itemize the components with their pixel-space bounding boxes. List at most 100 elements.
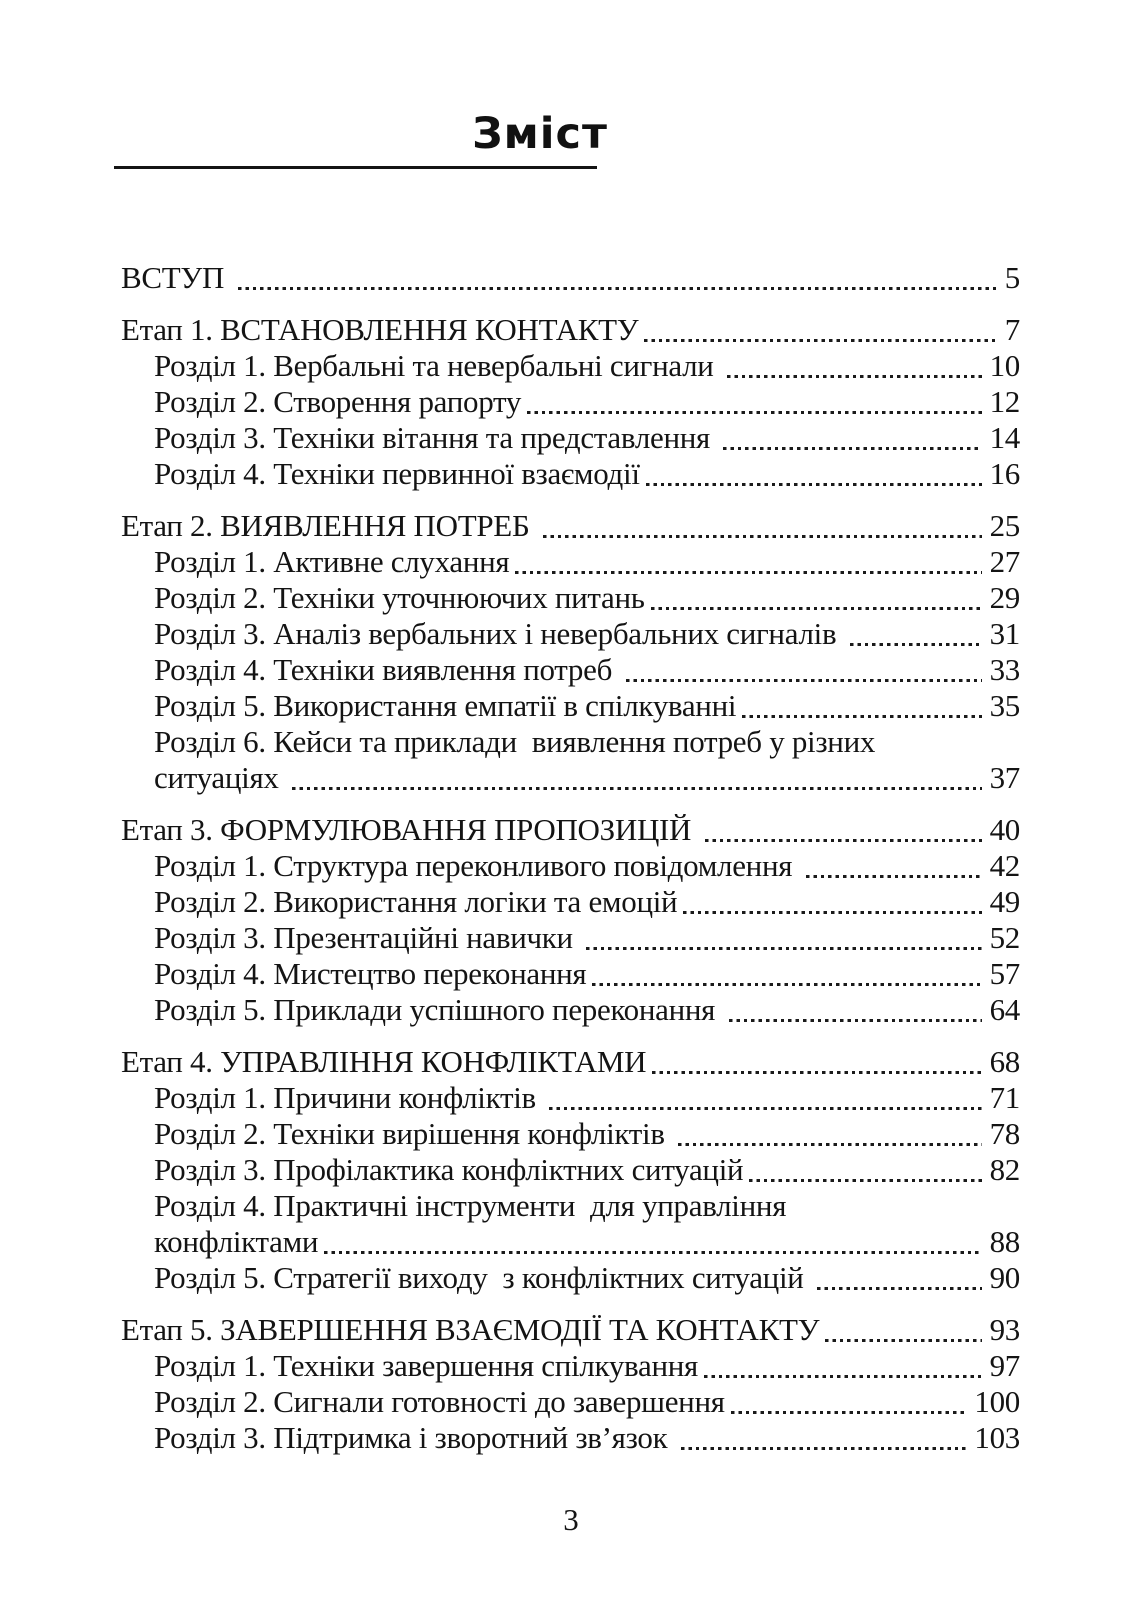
toc-entry-page: 57 [989,956,1021,991]
toc-entry-label: Етап 5. ЗАВЕРШЕННЯ ВЗАЄМОДІЇ ТА КОНТАКТУ [121,1312,820,1347]
dot-leader [825,1338,982,1342]
toc-entry-label: Розділ 6. Кейси та приклади виявлення по… [154,724,876,759]
dot-leader [742,714,982,718]
dot-leader [817,1286,982,1290]
toc-entry-page: 64 [989,992,1021,1027]
dot-leader [805,874,982,878]
dot-leader [645,482,982,486]
dot-leader [650,606,982,610]
toc-entry-label: Розділ 3. Підтримка і зворотний зв’язок [154,1420,675,1455]
toc-entry: Розділ 3. Профілактика конфліктних ситуа… [121,1152,1020,1188]
toc-entry-page: 10 [989,348,1021,383]
toc-entry: Розділ 3. Підтримка і зворотний зв’язок … [121,1420,1020,1456]
toc-entry: Розділ 4. Практичні інструменти для упра… [121,1188,1020,1224]
toc-entry: конфліктами 88 [121,1224,1020,1260]
toc-entry-label: Етап 2. ВИЯВЛЕННЯ ПОТРЕБ [121,508,537,543]
toc-entry-page: 78 [989,1116,1021,1151]
toc-entry-page: 71 [989,1080,1021,1115]
toc-entry: Розділ 3. Презентаційні навички 52 [121,920,1020,956]
dot-leader [592,982,982,986]
toc-entry-page: 16 [989,456,1021,491]
dot-leader [727,374,982,378]
toc-entry-page: 88 [989,1224,1021,1259]
toc-entry: Розділ 2. Використання логіки та емоцій … [121,884,1020,920]
toc-entry: Розділ 1. Причини конфліктів 71 [121,1080,1020,1116]
toc-entry-label: Розділ 4. Мистецтво переконання [154,956,587,991]
toc-entry: Розділ 6. Кейси та приклади виявлення по… [121,724,1020,760]
toc-entry: ситуаціях 37 [121,760,1020,796]
toc-entry-page: 27 [989,544,1021,579]
toc-entry-page: 42 [989,848,1021,883]
toc-entry-label: Етап 1. ВСТАНОВЛЕННЯ КОНТАКТУ [121,312,639,347]
toc-entry-page: 31 [989,616,1021,651]
toc-entry-label: Етап 4. УПРАВЛІННЯ КОНФЛІКТАМИ [121,1044,647,1079]
title-underline-rule [114,166,597,169]
toc-entry-page: 5 [1004,260,1021,295]
dot-leader [728,1018,982,1022]
toc-entry: Розділ 1. Структура переконливого повідо… [121,848,1020,884]
toc-entry: Розділ 2. Сигнали готовності до завершен… [121,1384,1020,1420]
toc-entry-label: Розділ 1. Техніки завершення спілкування [154,1348,698,1383]
toc-entry-page: 14 [989,420,1021,455]
dot-leader [586,946,982,950]
dot-leader [542,534,982,538]
page-title: Зміст [472,109,608,159]
toc-entry-page: 37 [989,760,1021,795]
toc-entry: ВСТУП 5 [121,260,1020,296]
toc-entry: Розділ 1. Активне слухання 27 [121,544,1020,580]
dot-leader [515,570,982,574]
toc-entry-label: Розділ 3. Техніки вітання та представлен… [154,420,718,455]
toc-entry-label: ситуаціях [154,760,287,795]
toc-entry-label: Розділ 2. Сигнали готовності до завершен… [154,1384,725,1419]
toc-entry-page: 52 [989,920,1021,955]
toc-entry-label: Розділ 4. Техніки первинної взаємодії [154,456,640,491]
toc-entry-label: конфліктами [154,1224,319,1259]
toc-entry-label: Розділ 2. Техніки уточнюючих питань [154,580,645,615]
toc-entry: Розділ 5. Приклади успішного переконання… [121,992,1020,1028]
toc-entry-page: 12 [989,384,1021,419]
dot-leader [549,1106,982,1110]
toc-entry-label: ВСТУП [121,260,232,295]
dot-leader [704,838,982,842]
toc-entry: Розділ 5. Використання емпатії в спілкув… [121,688,1020,724]
toc-entry-label: Розділ 2. Техніки вирішення конфліктів [154,1116,673,1151]
dot-leader [749,1178,982,1182]
toc-entry: Розділ 2. Створення рапорту 12 [121,384,1020,420]
dot-leader [723,446,982,450]
toc-entry-label: Розділ 1. Структура переконливого повідо… [154,848,800,883]
toc-entry: Етап 3. ФОРМУЛЮВАННЯ ПРОПОЗИЦІЙ 40 [121,812,1020,848]
toc-entry: Етап 5. ЗАВЕРШЕННЯ ВЗАЄМОДІЇ ТА КОНТАКТУ… [121,1312,1020,1348]
toc-entry: Розділ 5. Стратегії виходу з конфліктних… [121,1260,1020,1296]
dot-leader [683,910,982,914]
dot-leader [678,1142,982,1146]
dot-leader [704,1374,982,1378]
toc-entry-page: 40 [989,812,1021,847]
toc-entry-label: Розділ 5. Приклади успішного переконання [154,992,723,1027]
toc-entry: Розділ 4. Мистецтво переконання 57 [121,956,1020,992]
toc-entry-page: 93 [989,1312,1021,1347]
toc-entry-page: 7 [1004,312,1021,347]
toc-entry-label: Розділ 3. Профілактика конфліктних ситуа… [154,1152,744,1187]
toc-entry: Етап 2. ВИЯВЛЕННЯ ПОТРЕБ 25 [121,508,1020,544]
toc-entry-label: Етап 3. ФОРМУЛЮВАННЯ ПРОПОЗИЦІЙ [121,812,699,847]
toc-entry: Розділ 1. Вербальні та невербальні сигна… [121,348,1020,384]
dot-leader [527,410,982,414]
dot-leader [680,1446,967,1450]
toc-entry-page: 49 [989,884,1021,919]
toc-entry-page: 103 [974,1420,1020,1455]
toc-list: ВСТУП 5 Етап 1. ВСТАНОВЛЕННЯ КОНТАКТУ 7 … [121,260,1020,1456]
toc-entry-label: Розділ 1. Активне слухання [154,544,510,579]
toc-entry-label: Розділ 3. Аналіз вербальних і невербальн… [154,616,844,651]
toc-entry-page: 82 [989,1152,1021,1187]
dot-leader [644,338,997,342]
toc-entry-label: Розділ 2. Використання логіки та емоцій [154,884,678,919]
toc-entry-page: 68 [989,1044,1021,1079]
toc-entry-page: 33 [989,652,1021,687]
toc-entry-page: 29 [989,580,1021,615]
dot-leader [652,1070,982,1074]
toc-entry-label: Розділ 1. Причини конфліктів [154,1080,544,1115]
dot-leader [625,678,982,682]
toc-entry-label: Розділ 5. Використання емпатії в спілкув… [154,688,737,723]
dot-leader [730,1410,967,1414]
